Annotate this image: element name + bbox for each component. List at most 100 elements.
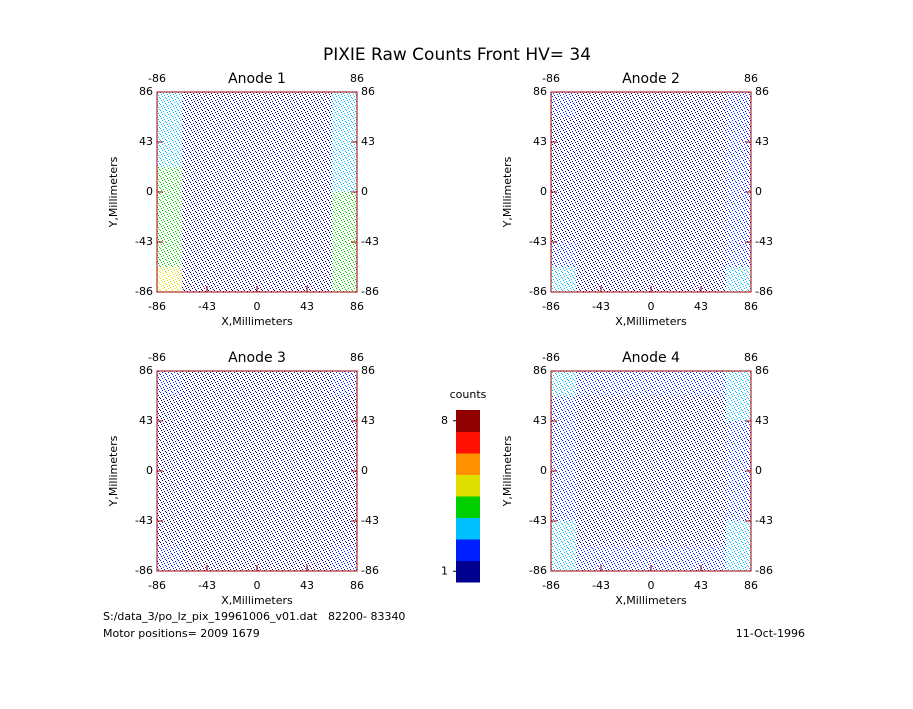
heat-cell bbox=[576, 92, 601, 117]
heat-cell bbox=[157, 446, 182, 471]
heat-cell bbox=[601, 242, 626, 267]
heat-cell bbox=[282, 117, 307, 142]
x-tick-label: -43 bbox=[592, 300, 610, 313]
heat-cell bbox=[551, 267, 576, 292]
heat-cell bbox=[307, 217, 332, 242]
heat-cell bbox=[307, 371, 332, 396]
heat-cell bbox=[232, 521, 257, 546]
heat-cell bbox=[551, 546, 576, 571]
colorbar-segment bbox=[456, 410, 480, 432]
heat-cell bbox=[601, 371, 626, 396]
panel-title: Anode 1 bbox=[228, 71, 286, 87]
heat-cell bbox=[551, 142, 576, 167]
heat-cell bbox=[601, 142, 626, 167]
heat-cell bbox=[551, 496, 576, 521]
heat-cell bbox=[651, 167, 676, 192]
x2-tick-label: 86 bbox=[744, 72, 758, 85]
heat-cell bbox=[207, 471, 232, 496]
y-tick-label: -86 bbox=[529, 564, 547, 577]
heat-cell bbox=[257, 242, 282, 267]
heat-cell bbox=[282, 471, 307, 496]
heat-cell bbox=[257, 371, 282, 396]
y2-tick-label: 86 bbox=[361, 364, 375, 377]
heat-cell bbox=[676, 117, 701, 142]
heat-cell bbox=[157, 242, 182, 267]
y2-tick-label: -86 bbox=[361, 285, 379, 298]
heat-cell bbox=[726, 546, 751, 571]
heat-cell bbox=[551, 217, 576, 242]
heat-cell bbox=[676, 242, 701, 267]
y-tick-label: -86 bbox=[135, 285, 153, 298]
x-tick-label: -43 bbox=[198, 579, 216, 592]
heat-cell bbox=[726, 421, 751, 446]
heat-cell bbox=[207, 92, 232, 117]
heat-cell bbox=[232, 421, 257, 446]
heat-cell bbox=[307, 167, 332, 192]
y-tick-label: -86 bbox=[529, 285, 547, 298]
heat-cell bbox=[651, 546, 676, 571]
panel: Anode 1-86 -43 0 43 86-86 86-86-4304386-86-43… bbox=[107, 71, 379, 328]
heat-cell bbox=[676, 446, 701, 471]
heat-cell bbox=[157, 546, 182, 571]
heat-cell bbox=[676, 267, 701, 292]
heat-cell bbox=[676, 167, 701, 192]
heat-cell bbox=[232, 471, 257, 496]
y-tick-label: -43 bbox=[135, 235, 153, 248]
heat-cell bbox=[626, 521, 651, 546]
colorbar-segment bbox=[456, 474, 480, 497]
heat-cell bbox=[307, 421, 332, 446]
heat-cell bbox=[626, 142, 651, 167]
colorbar-tick-label: 8 bbox=[441, 414, 448, 427]
x-tick-label: 0 bbox=[254, 300, 261, 313]
heat-cell bbox=[182, 192, 207, 217]
heat-cell bbox=[701, 471, 726, 496]
y-tick-label: 86 bbox=[139, 364, 153, 377]
heat-cell bbox=[651, 242, 676, 267]
heat-cell bbox=[551, 371, 576, 396]
heat-cell bbox=[232, 396, 257, 421]
panel-title: Anode 4 bbox=[622, 350, 680, 366]
heat-cell bbox=[307, 142, 332, 167]
heat-cell bbox=[157, 267, 182, 292]
heat-cell bbox=[551, 421, 576, 446]
x-tick-label: -86 bbox=[148, 579, 166, 592]
x2-tick-label: -86 bbox=[148, 351, 166, 364]
heat-cell bbox=[701, 192, 726, 217]
heat-cell bbox=[257, 267, 282, 292]
x-tick-label: 0 bbox=[648, 300, 655, 313]
y2-tick-label: 0 bbox=[755, 185, 762, 198]
heat-cell bbox=[182, 521, 207, 546]
heat-cell bbox=[207, 217, 232, 242]
x-tick-label: -86 bbox=[542, 300, 560, 313]
heat-cell bbox=[182, 471, 207, 496]
heat-cell bbox=[157, 92, 182, 117]
heat-cell bbox=[332, 546, 357, 571]
heat-cell bbox=[307, 117, 332, 142]
heat-cell bbox=[307, 546, 332, 571]
x2-tick-label: 86 bbox=[350, 72, 364, 85]
heat-cell bbox=[651, 446, 676, 471]
x-tick-label: 43 bbox=[694, 300, 708, 313]
heat-cell bbox=[332, 167, 357, 192]
x-tick-label: 86 bbox=[744, 579, 758, 592]
heat-cell bbox=[332, 142, 357, 167]
heat-cell bbox=[307, 496, 332, 521]
heat-cell bbox=[676, 92, 701, 117]
y2-tick-label: -43 bbox=[755, 235, 773, 248]
heat-cell bbox=[726, 192, 751, 217]
heat-cell bbox=[282, 371, 307, 396]
heat-cell bbox=[626, 396, 651, 421]
heat-cell bbox=[182, 546, 207, 571]
heat-cell bbox=[307, 267, 332, 292]
heat-cell bbox=[307, 446, 332, 471]
heat-cell bbox=[282, 217, 307, 242]
heat-cell bbox=[726, 142, 751, 167]
colorbar-segment bbox=[456, 496, 480, 518]
motor-info: Motor positions= 2009 1679 bbox=[103, 627, 260, 640]
x-tick-label: 43 bbox=[300, 579, 314, 592]
heat-cell bbox=[601, 546, 626, 571]
heat-cell bbox=[257, 546, 282, 571]
heat-cell bbox=[257, 421, 282, 446]
x-axis-label: X,Millimeters bbox=[221, 594, 293, 607]
heat-cell bbox=[651, 192, 676, 217]
